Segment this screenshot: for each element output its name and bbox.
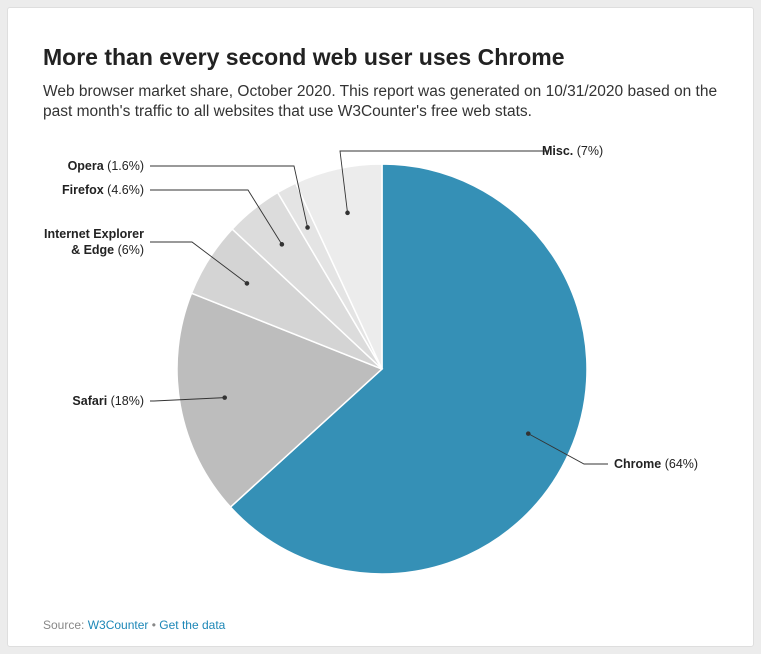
pie-slice-chrome <box>229 163 588 575</box>
source-label: Source: <box>43 618 88 632</box>
get-data-link[interactable]: Get the data <box>159 618 226 632</box>
leader-line-firefox <box>150 189 283 245</box>
pie-chart: Chrome (64%) Safari (18%) Internet Explore… <box>44 144 698 575</box>
leader-line-chrome <box>528 433 608 465</box>
leader-line-safari <box>150 397 225 402</box>
leader-line-internet-explorer-edge <box>150 241 248 284</box>
leader-line-misc <box>339 150 548 213</box>
leader-line-opera <box>150 165 308 228</box>
slice-label-misc: Misc. (7%) <box>542 144 603 158</box>
slice-label-chrome: Chrome (64%) <box>614 457 698 471</box>
slice-label-safari: Safari (18%) <box>72 394 144 408</box>
slice-label-opera: Opera (1.6%) <box>68 159 144 173</box>
source-link[interactable]: W3Counter <box>87 618 149 632</box>
chart-card: More than every second web user uses Chr… <box>7 7 754 647</box>
pie-slice-safari <box>176 292 384 509</box>
footer-separator: • <box>148 618 160 632</box>
slice-label-firefox: Firefox (4.6%) <box>62 183 144 197</box>
slice-label-internet-explorer-edge-line-1: Internet Explorer <box>44 227 144 241</box>
chart-subtitle: Web browser market share, October 2020. … <box>43 83 718 120</box>
chart-footer: Source: W3Counter • Get the data <box>43 618 225 632</box>
slice-label-internet-explorer-edge-line-2: & Edge (6%) <box>71 243 144 257</box>
pie-slice-misc <box>294 163 383 370</box>
chart-title: More than every second web user uses Chr… <box>43 44 565 70</box>
leader-dot-opera <box>305 225 310 230</box>
